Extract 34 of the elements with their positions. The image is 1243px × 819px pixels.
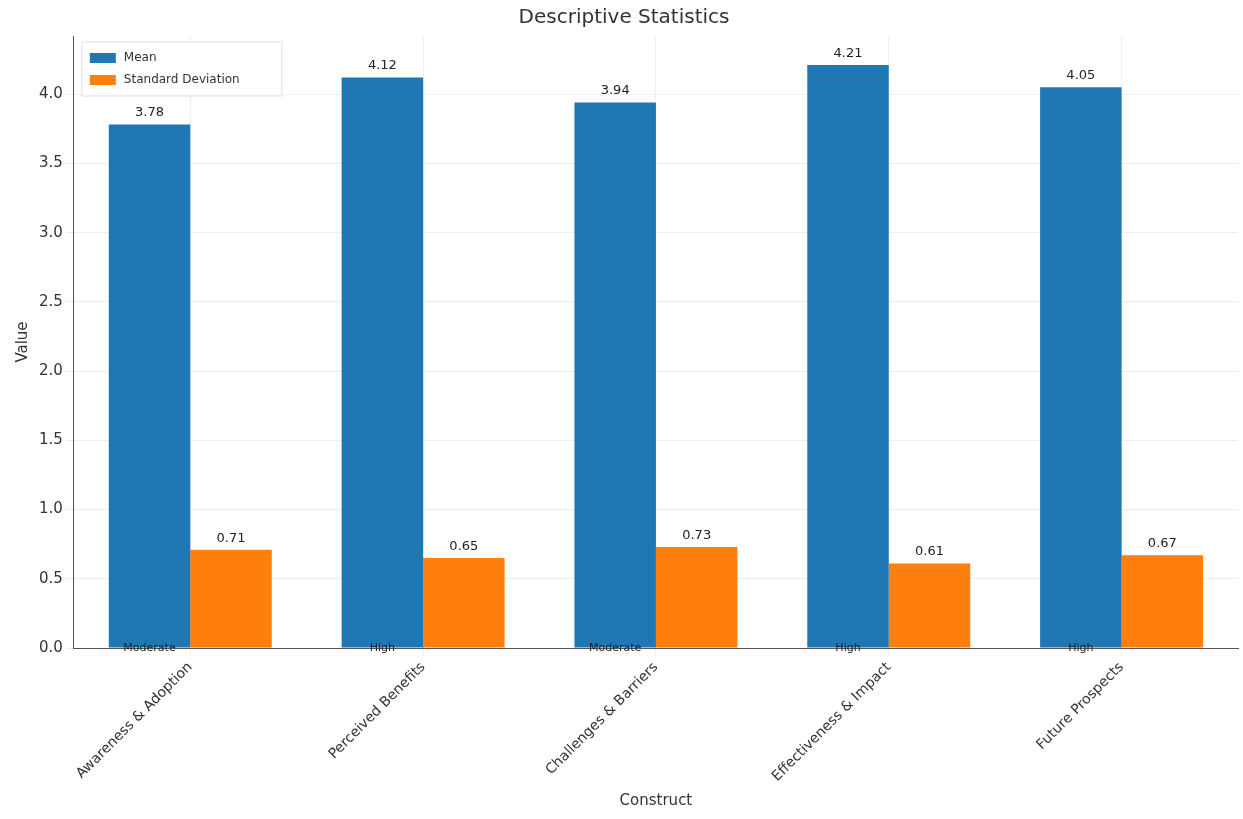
bar [1121,555,1204,648]
data-label: 0.61 [915,543,944,559]
annotation: High [835,640,861,654]
bar [190,549,272,648]
annotation: High [369,640,396,654]
data-label: 0.73 [682,526,712,542]
data-label: 0.65 [449,537,479,553]
y-tick-label: 3.0 [39,222,63,241]
data-label: 4.12 [367,57,397,73]
bar [888,563,971,648]
legend-label: Standard Deviation [123,72,240,87]
y-tick-label: 1.5 [39,430,63,449]
data-label: 0.67 [1147,535,1177,551]
y-tick-label: 1.0 [39,499,63,518]
y-tick-label: 4.0 [39,84,63,103]
annotation: Moderate [123,640,176,654]
annotation: High [1068,640,1094,654]
y-tick-label: 2.5 [39,291,63,310]
data-label: 3.94 [600,82,630,98]
y-tick-label: 0.0 [39,637,63,656]
legend-label: Mean [123,50,157,65]
annotation: Moderate [589,640,642,654]
data-label: 0.71 [216,529,246,545]
chart-title: Descriptive Statistics [518,4,730,29]
y-tick-label: 0.5 [39,568,63,587]
data-label: 3.78 [135,104,164,120]
data-label: 4.21 [833,44,863,60]
bar [423,558,505,648]
y-axis-title: Value [12,321,31,363]
data-label: 4.05 [1066,67,1096,83]
y-tick-label: 3.5 [39,153,63,172]
y-tick-label: 2.0 [39,360,63,379]
x-axis-title: Construct [619,790,693,809]
bar [655,546,738,648]
